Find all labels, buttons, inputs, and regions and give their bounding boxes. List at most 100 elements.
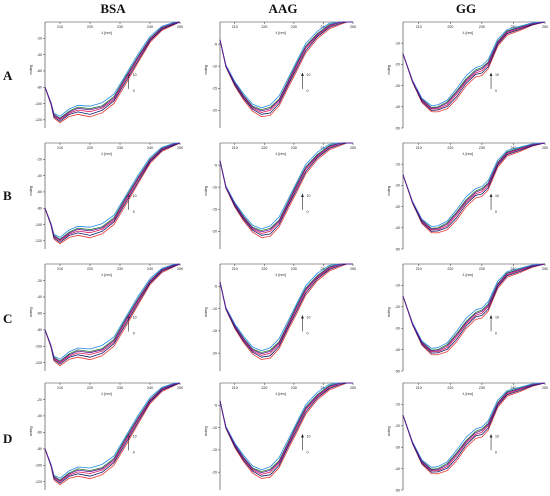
spectrum-line: [402, 382, 546, 475]
x-tick-label: 250: [177, 146, 183, 150]
x-tick-label: 220: [447, 25, 453, 29]
spectrum-line: [219, 382, 353, 475]
column-title-gg: GG: [455, 1, 477, 16]
spectrum-line: [44, 21, 181, 122]
y-tick-label: -40: [37, 174, 42, 178]
scale-label-bottom: 0: [495, 210, 497, 214]
spectrum-line: [219, 263, 353, 360]
x-axis-label: λ [nm]: [101, 152, 111, 156]
y-tick-label: -20: [37, 158, 42, 162]
y-tick-label: -60: [37, 69, 42, 73]
y-axis-label: mdeg: [387, 307, 391, 317]
spectrum-line: [402, 142, 546, 234]
y-tick-label: -20: [212, 351, 217, 355]
spectrum-line: [44, 382, 181, 486]
scale-label-bottom: 0: [133, 89, 135, 93]
y-tick-label: -10: [395, 163, 400, 167]
spectrum-line: [44, 142, 181, 238]
y-tick-label: -30: [395, 446, 400, 450]
spectrum-line: [402, 142, 546, 232]
y-tick-label: -120: [35, 118, 42, 122]
x-tick-label: 250: [350, 386, 356, 390]
scale-arrow-head: [489, 315, 493, 319]
scale-label-top: 10: [133, 434, 137, 438]
x-tick-label: 230: [291, 146, 297, 150]
scale-label-top: 10: [133, 194, 137, 198]
spectrum-line: [219, 382, 353, 471]
spectrum-line: [219, 263, 353, 356]
y-tick-label: -10: [212, 426, 217, 430]
scale-arrow-head: [300, 434, 304, 438]
y-tick-label: -120: [35, 239, 42, 243]
spectrum-line: [44, 142, 181, 240]
y-axis-label: mdeg: [29, 426, 33, 436]
y-tick-label: -40: [37, 53, 42, 57]
y-axis-label: mdeg: [29, 307, 33, 317]
y-tick-label: -15: [212, 329, 217, 333]
scale-label-top: 10: [495, 194, 499, 198]
y-tick-label: -5: [214, 163, 217, 167]
spectrum-line: [402, 382, 546, 472]
y-tick-label: -30: [395, 84, 400, 88]
x-tick-label: 220: [447, 146, 453, 150]
spectrum-line: [219, 382, 353, 474]
y-tick-label: -100: [35, 102, 42, 106]
y-tick-label: -15: [212, 208, 217, 212]
scale-label-top: 10: [306, 194, 310, 198]
y-tick-label: -20: [37, 398, 42, 402]
spectrum-line: [402, 21, 546, 109]
spectrum-line: [402, 263, 546, 354]
spectrum-line: [44, 142, 181, 245]
x-tick-label: 210: [232, 25, 238, 29]
x-tick-label: 210: [416, 267, 422, 271]
y-tick-label: -20: [37, 37, 42, 41]
spectrum-line: [219, 263, 353, 352]
y-tick-label: -10: [395, 284, 400, 288]
x-tick-label: 250: [350, 25, 356, 29]
x-tick-label: 230: [117, 386, 123, 390]
row-label-d: D: [3, 431, 13, 446]
x-axis-label: λ [nm]: [275, 31, 285, 35]
row-label-b: B: [3, 188, 12, 203]
spectrum-line: [402, 21, 546, 113]
spectrum-line: [402, 382, 546, 471]
scale-label-top: 10: [495, 73, 499, 77]
spectrum-line: [402, 263, 546, 351]
x-tick-label: 240: [510, 386, 516, 390]
x-tick-label: 240: [147, 25, 153, 29]
spectrum-line: [219, 21, 353, 112]
scale-label-top: 10: [306, 73, 310, 77]
x-axis-label: λ [nm]: [101, 392, 111, 396]
x-tick-label: 250: [177, 386, 183, 390]
y-tick-label: -80: [37, 207, 42, 211]
y-tick-label: -20: [395, 184, 400, 188]
spectrum-line: [44, 263, 181, 365]
scale-arrow-head: [489, 434, 493, 438]
x-tick-label: 240: [510, 146, 516, 150]
x-axis-label: λ [nm]: [101, 31, 111, 35]
spectrum-line: [219, 142, 353, 231]
y-axis-label: mdeg: [387, 426, 391, 436]
spectrum-line: [402, 142, 546, 230]
spectrum-line: [44, 263, 181, 364]
scale-label-top: 10: [133, 73, 137, 77]
x-tick-label: 240: [510, 25, 516, 29]
y-tick-label: -5: [214, 42, 217, 46]
x-tick-label: 250: [350, 267, 356, 271]
x-tick-label: 220: [447, 267, 453, 271]
y-tick-label: -30: [395, 205, 400, 209]
spectrum-line: [402, 142, 546, 231]
column-title-bsa: BSA: [100, 1, 126, 16]
x-tick-label: 220: [261, 25, 267, 29]
spectrum-line: [402, 21, 546, 110]
y-tick-label: -5: [214, 285, 217, 289]
y-axis-label: mdeg: [204, 426, 208, 436]
y-tick-label: -80: [37, 86, 42, 90]
spectrum-line: [402, 263, 546, 353]
x-tick-label: 250: [542, 267, 548, 271]
scale-label-top: 10: [495, 434, 499, 438]
x-tick-label: 230: [479, 386, 485, 390]
spectrum-line: [219, 263, 353, 358]
y-axis-label: mdeg: [204, 65, 208, 75]
y-tick-label: -100: [35, 464, 42, 468]
